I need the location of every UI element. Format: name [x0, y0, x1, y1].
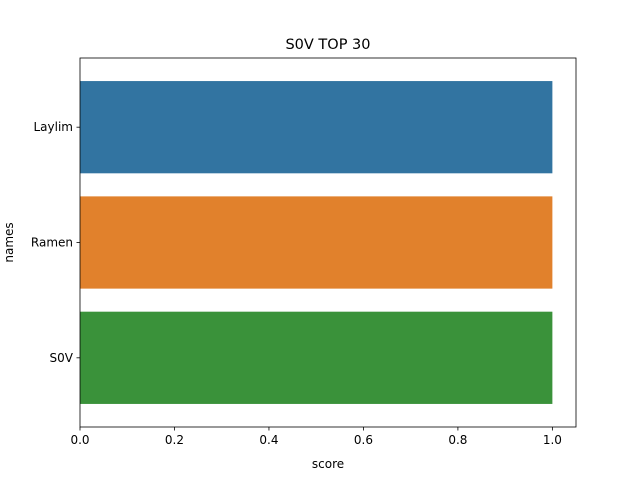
x-tick-label-0-2: 0.2: [165, 433, 184, 447]
x-tick-label-0-8: 0.8: [448, 433, 467, 447]
x-axis-label: score: [312, 457, 344, 471]
x-tick-label-0-0: 0.0: [70, 433, 89, 447]
y-tick-label-s0v: S0V: [50, 351, 74, 365]
x-tick-label-0-4: 0.4: [259, 433, 278, 447]
y-axis-label: names: [2, 222, 16, 262]
y-tick-label-ramen: Ramen: [31, 236, 73, 250]
y-tick-label-laylim: Laylim: [34, 120, 74, 134]
bar-s0v: [80, 311, 553, 404]
x-tick-label-0-6: 0.6: [354, 433, 373, 447]
bar-laylim: [80, 81, 553, 174]
x-axis: 0.0 0.2 0.4 0.6 0.8 1.0: [70, 427, 562, 447]
chart-title: S0V TOP 30: [285, 37, 370, 53]
bar-ramen: [80, 196, 553, 289]
bars-group: [80, 81, 553, 404]
y-axis: Laylim Ramen S0V: [31, 120, 80, 365]
x-tick-label-1-0: 1.0: [543, 433, 562, 447]
